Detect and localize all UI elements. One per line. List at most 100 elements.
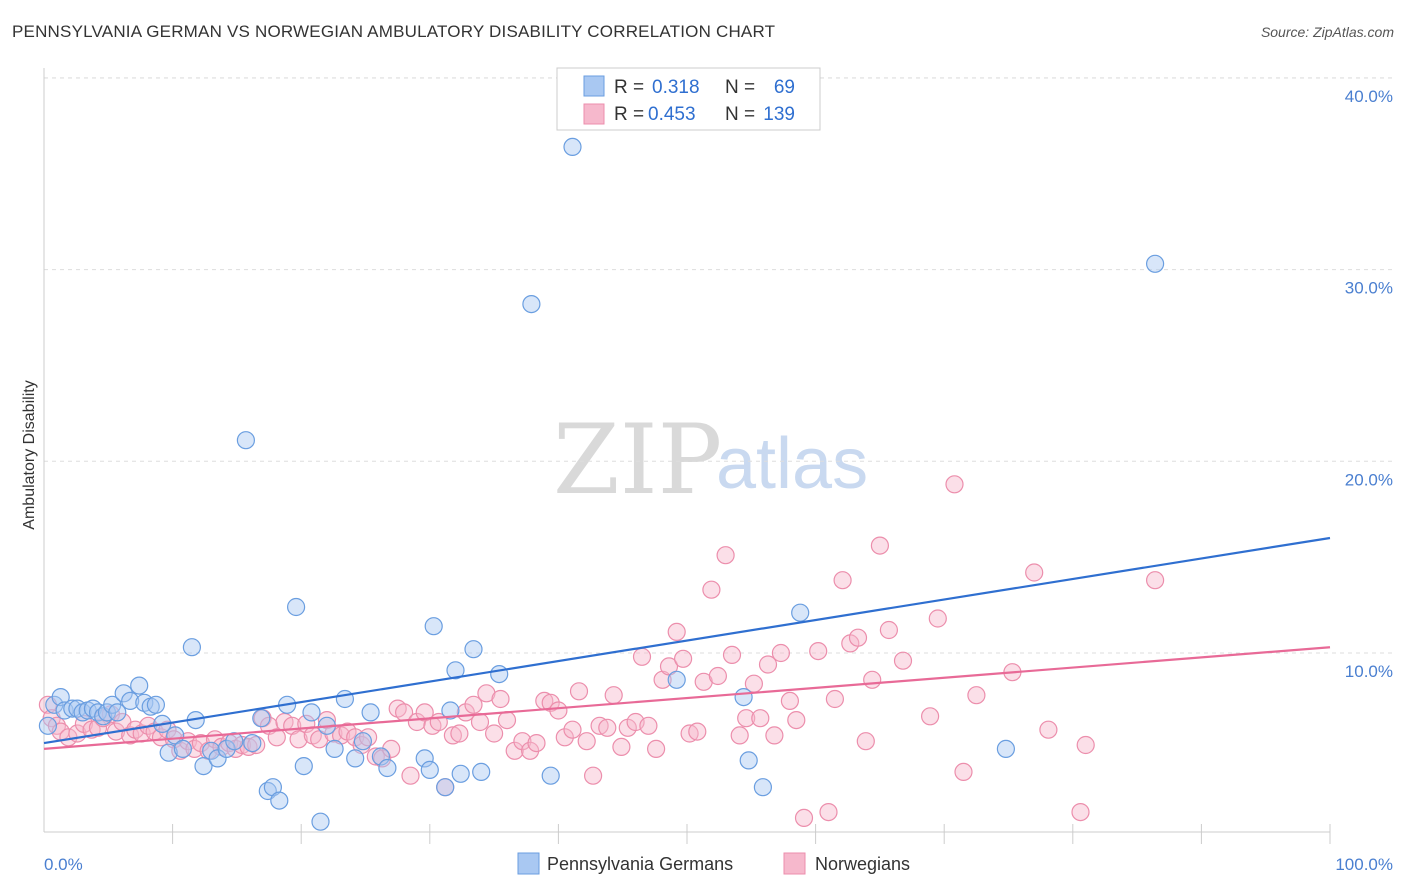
data-point	[604, 686, 623, 705]
data-point	[870, 536, 890, 555]
data-point	[771, 643, 791, 663]
data-point	[225, 732, 244, 751]
legend-swatch-pennsylvania-germans	[517, 852, 540, 875]
stats-legend-swatch-blue	[583, 75, 605, 97]
stats-n-label-pink: N =	[725, 104, 755, 125]
data-point	[451, 764, 470, 783]
legend-swatch-norwegians	[783, 852, 806, 875]
trend-line-norwegians	[43, 646, 1331, 750]
data-point	[450, 724, 469, 743]
data-point	[51, 687, 70, 707]
data-point	[716, 546, 735, 565]
data-point	[563, 720, 582, 739]
data-point	[346, 749, 365, 768]
data-point	[848, 628, 868, 647]
data-point	[472, 762, 491, 782]
data-point	[217, 739, 236, 759]
data-point	[527, 733, 546, 753]
data-point	[121, 691, 140, 711]
data-point	[366, 747, 385, 766]
data-point	[639, 716, 658, 735]
data-point	[856, 732, 875, 751]
data-point	[555, 728, 574, 747]
data-point	[159, 743, 178, 762]
data-point	[659, 657, 679, 676]
data-point	[202, 741, 221, 760]
data-point	[470, 712, 490, 732]
data-point	[182, 638, 201, 657]
data-point	[236, 431, 255, 450]
data-point	[954, 762, 973, 782]
data-point	[267, 728, 286, 747]
data-point	[569, 682, 589, 701]
data-point	[490, 664, 509, 684]
data-point	[809, 641, 828, 661]
data-point	[1039, 720, 1058, 739]
data-point	[378, 758, 397, 778]
data-point	[928, 609, 947, 628]
data-point	[270, 791, 289, 810]
data-point	[739, 751, 758, 770]
data-point	[893, 651, 913, 670]
y-tick-label: 20.0%	[1345, 470, 1393, 489]
data-point	[945, 475, 964, 494]
data-point	[577, 732, 596, 751]
data-point	[780, 691, 800, 711]
data-point	[794, 808, 814, 828]
chart-source: Source: ZipAtlas.com	[1260, 24, 1394, 40]
watermark-zip: ZIP	[553, 404, 722, 516]
data-point	[825, 689, 845, 709]
data-point	[758, 655, 778, 674]
data-point	[730, 726, 749, 745]
data-point	[441, 701, 460, 720]
chart-title: PENNSYLVANIA GERMAN VS NORWEGIAN AMBULAT…	[12, 22, 776, 41]
data-point	[541, 693, 560, 712]
data-point	[121, 726, 140, 745]
data-point	[173, 739, 192, 759]
data-point	[667, 622, 686, 642]
y-axis-label: Ambulatory Disability	[21, 380, 38, 529]
data-point	[311, 812, 330, 831]
gridlines	[44, 77, 1392, 654]
data-point	[497, 710, 517, 730]
data-point	[289, 730, 308, 749]
data-point	[415, 703, 434, 722]
data-point	[505, 741, 524, 760]
data-point	[464, 640, 483, 659]
data-point	[491, 689, 510, 709]
data-point	[879, 620, 899, 640]
y-tick-label: 10.0%	[1345, 662, 1393, 681]
y-tick-label: 40.0%	[1345, 87, 1393, 106]
series-pennsylvania-germans	[38, 137, 1165, 831]
data-point	[819, 802, 838, 822]
data-point	[1145, 254, 1165, 273]
data-point	[996, 739, 1016, 759]
data-point	[708, 666, 728, 686]
data-point	[722, 645, 742, 665]
data-point	[191, 733, 210, 753]
data-point	[401, 766, 420, 785]
data-point	[598, 718, 617, 737]
x-tick-max: 100.0%	[1335, 855, 1393, 874]
data-point	[194, 756, 213, 776]
data-point	[436, 778, 455, 797]
data-point	[632, 647, 652, 666]
data-point	[38, 716, 58, 735]
data-point	[371, 747, 390, 766]
stats-r-label-blue: R =	[614, 77, 644, 98]
data-point	[667, 670, 686, 689]
data-point	[863, 670, 882, 689]
data-point	[751, 709, 770, 728]
data-point	[787, 710, 806, 730]
stats-legend: R = 0.318 N = 69 R = 0.453 N = 139	[556, 67, 821, 131]
stats-r-value-blue: 0.318	[652, 77, 700, 98]
data-point	[791, 603, 810, 622]
data-point	[294, 756, 313, 776]
data-point	[765, 726, 784, 745]
data-point	[446, 661, 465, 680]
data-point	[833, 571, 852, 590]
data-point	[967, 686, 986, 705]
data-point	[646, 739, 666, 759]
stats-legend-swatch-pink	[583, 103, 605, 125]
legend-label-norwegians: Norwegians	[815, 854, 910, 874]
